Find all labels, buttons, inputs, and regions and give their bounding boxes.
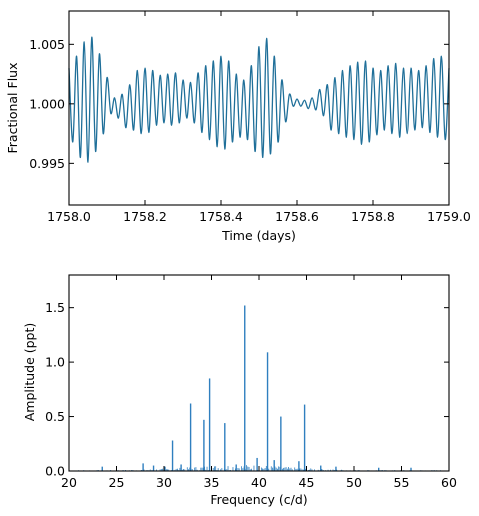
- light-curve-ytick-label: 0.995: [29, 156, 65, 171]
- amplitude-ytick-label: 0.5: [45, 409, 65, 424]
- light-curve-xtick-label: 1758.6: [275, 209, 319, 224]
- light-curve-frame: [68, 10, 450, 206]
- light-curve-panel: 1758.0 1758.2 1758.4 1758.6 1758.8 1759.0 0.99…: [5, 10, 471, 243]
- light-curve-ytick-label: 1.005: [29, 37, 65, 52]
- amplitude-xtick-label: 20: [61, 475, 77, 490]
- amplitude-xtick-label: 45: [299, 475, 315, 490]
- light-curve-xtick-label: 1758.4: [199, 209, 243, 224]
- light-curve-xlabel: Time (days): [221, 228, 296, 243]
- amplitude-ytick-label: 0.0: [45, 464, 65, 479]
- amplitude-xtick-label: 60: [441, 475, 457, 490]
- amplitude-ytick-label: 1.0: [45, 355, 65, 370]
- amplitude-xtick-label: 25: [109, 475, 125, 490]
- amplitude-spectrum-ylabel: Amplitude (ppt): [22, 323, 37, 422]
- amplitude-xtick-label: 30: [156, 475, 172, 490]
- light-curve-ytick-label: 1.000: [29, 96, 65, 111]
- amplitude-ytick-label: 1.5: [45, 300, 65, 315]
- amplitude-spectrum-ticks: 20 25 30 35 40 45 50 55 60 0.0 0.5 1.0 1.5: [45, 275, 457, 490]
- amplitude-spectrum-xlabel: Frequency (c/d): [210, 492, 307, 507]
- amplitude-xtick-label: 50: [346, 475, 362, 490]
- amplitude-xtick-label: 55: [394, 475, 410, 490]
- light-curve-xtick-label: 1758.0: [47, 209, 91, 224]
- light-curve-series: [68, 36, 450, 163]
- light-curve-ylabel: Fractional Flux: [5, 63, 20, 154]
- amplitude-spectrum-frame: [68, 274, 450, 472]
- light-curve-xtick-label: 1759.0: [427, 209, 471, 224]
- amplitude-spectrum-series: [69, 305, 449, 471]
- light-curve-xtick-label: 1758.8: [351, 209, 395, 224]
- light-curve-ticks: 1758.0 1758.2 1758.4 1758.6 1758.8 1759.0 0.99…: [29, 11, 471, 224]
- amplitude-xtick-label: 35: [204, 475, 220, 490]
- light-curve-line-0: [68, 36, 450, 163]
- amplitude-xtick-label: 40: [251, 475, 267, 490]
- amplitude-spectrum-panel: 20 25 30 35 40 45 50 55 60 0.0 0.5 1.0 1.5 Frequency…: [22, 274, 457, 507]
- light-curve-xtick-label: 1758.2: [123, 209, 167, 224]
